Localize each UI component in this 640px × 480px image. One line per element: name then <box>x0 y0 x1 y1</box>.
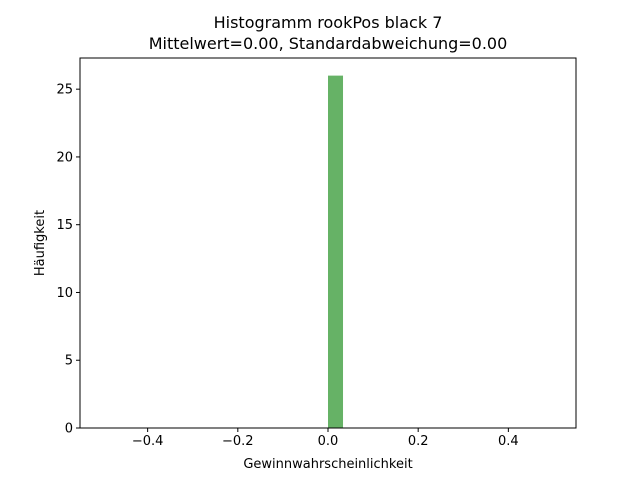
x-tick-label: 0.2 <box>408 434 429 449</box>
chart-title: Histogramm rookPos black 7 <box>214 13 443 32</box>
chart-subtitle: Mittelwert=0.00, Standardabweichung=0.00 <box>149 34 508 53</box>
x-tick-label: 0.4 <box>498 434 519 449</box>
y-tick-label: 0 <box>65 422 73 437</box>
y-axis-ticks: 0 5 10 15 20 25 <box>56 83 80 437</box>
y-tick-label: 15 <box>56 218 73 233</box>
y-axis-label: Häufigkeit <box>33 210 48 276</box>
y-tick-label: 20 <box>56 150 73 165</box>
x-axis-label: Gewinnwahrscheinlichkeit <box>243 457 412 472</box>
x-axis-ticks: −0.4 −0.2 0.0 0.2 0.4 <box>132 428 519 449</box>
y-tick-label: 5 <box>65 354 73 369</box>
x-tick-label: −0.2 <box>222 434 254 449</box>
histogram-bar-0 <box>328 75 344 428</box>
x-tick-label: 0.0 <box>318 434 339 449</box>
bars-layer <box>328 75 344 428</box>
y-tick-label: 25 <box>56 83 73 98</box>
y-tick-label: 10 <box>56 286 73 301</box>
x-tick-label: −0.4 <box>132 434 164 449</box>
